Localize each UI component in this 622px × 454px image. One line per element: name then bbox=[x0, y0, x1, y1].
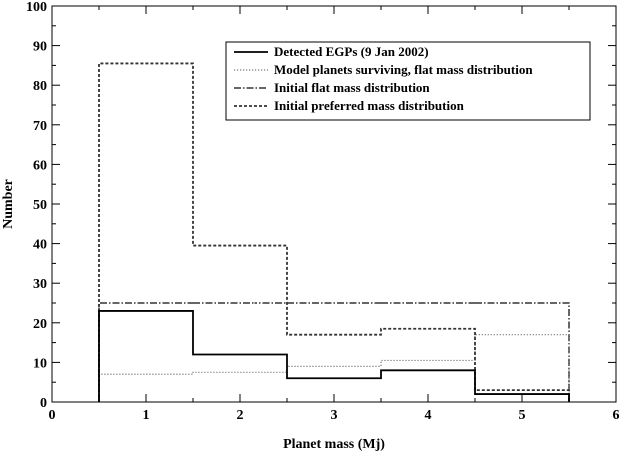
y-tick-label: 90 bbox=[33, 40, 47, 55]
x-tick-label: 1 bbox=[143, 408, 150, 423]
legend: Detected EGPs (9 Jan 2002) Model planets … bbox=[225, 41, 591, 121]
legend-label-2: Model planets surviving, flat mass distr… bbox=[274, 62, 533, 77]
y-tick-label: 0 bbox=[40, 396, 47, 411]
y-tick-label: 10 bbox=[33, 356, 47, 371]
x-tick-label: 0 bbox=[49, 408, 56, 423]
y-tick-label: 30 bbox=[33, 277, 47, 292]
x-tick-label: 3 bbox=[331, 408, 338, 423]
series-line-2 bbox=[98, 334, 570, 402]
series-layer bbox=[98, 62, 570, 402]
series-line-4 bbox=[98, 62, 570, 402]
y-tick-label: 100 bbox=[26, 0, 47, 15]
y-tick-label: 60 bbox=[33, 158, 47, 173]
legend-label-4: Initial preferred mass distribution bbox=[274, 98, 465, 113]
legend-label-1: Detected EGPs (9 Jan 2002) bbox=[274, 44, 429, 59]
legend-label-3: Initial flat mass distribution bbox=[274, 80, 430, 95]
y-tick-label: 40 bbox=[33, 238, 47, 253]
y-axis-title: Number bbox=[1, 179, 16, 229]
y-tick-label: 70 bbox=[33, 119, 47, 134]
series-line-3 bbox=[98, 302, 570, 402]
x-axis-title: Planet mass (Mj) bbox=[283, 437, 385, 452]
series-line-1 bbox=[98, 310, 570, 402]
legend-box bbox=[225, 41, 591, 121]
y-tick-label: 80 bbox=[33, 79, 47, 94]
x-tick-label: 6 bbox=[613, 408, 620, 423]
x-tick-label: 4 bbox=[425, 408, 432, 423]
x-tick-label: 5 bbox=[519, 408, 526, 423]
y-tick-label: 50 bbox=[33, 198, 47, 213]
y-tick-label: 20 bbox=[33, 317, 47, 332]
x-tick-label: 2 bbox=[237, 408, 244, 423]
